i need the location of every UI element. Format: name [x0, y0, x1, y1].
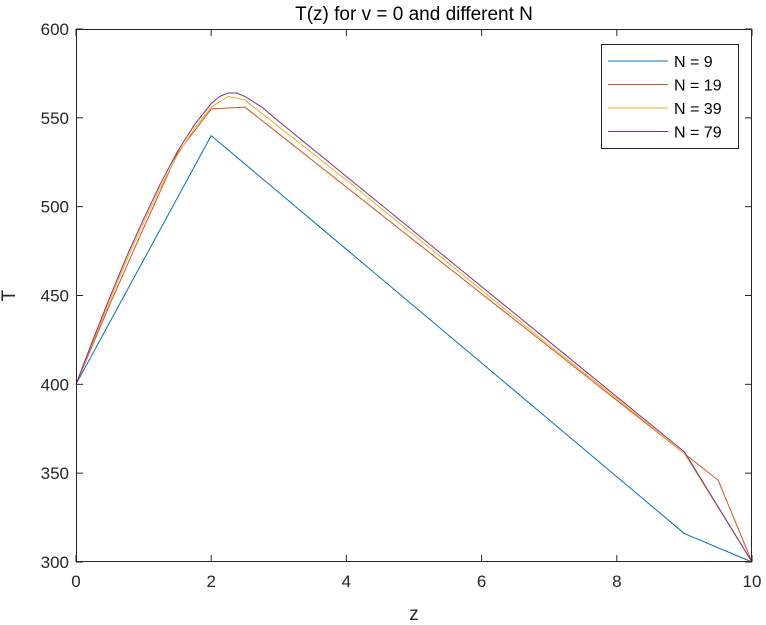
legend-label: N = 19: [674, 78, 722, 95]
x-tick-label: 6: [477, 572, 486, 591]
y-tick-label: 600: [41, 20, 69, 39]
series-line-4: [75, 92, 753, 563]
legend[interactable]: N = 9 N = 19 N = 39 N = 79: [601, 44, 739, 149]
x-tick-label: 4: [342, 572, 351, 591]
x-tick-label: 10: [743, 572, 762, 591]
legend-label: N = 9: [674, 54, 713, 71]
chart-title: T(z) for v = 0 and different N: [295, 4, 533, 25]
legend-label: N = 79: [674, 125, 722, 142]
series-layer: [75, 92, 753, 563]
y-tick-label: 550: [41, 109, 69, 128]
y-tick-label: 400: [41, 375, 69, 394]
x-axis-title: z: [409, 604, 419, 625]
y-tick-label: 350: [41, 464, 69, 483]
series-line-3: [75, 96, 753, 563]
tick-layer: 0 2 4 6 8 10 300 350 400 450 500 550 600: [41, 20, 762, 591]
legend-label: N = 39: [674, 101, 722, 118]
y-axis-title: T: [0, 289, 20, 301]
y-tick-label: 500: [41, 198, 69, 217]
x-tick-label: 8: [612, 572, 621, 591]
y-tick-label: 450: [41, 287, 69, 306]
x-tick-label: 0: [71, 572, 80, 591]
y-tick-label: 300: [41, 553, 69, 572]
series-line-1: [75, 135, 753, 563]
x-tick-label: 2: [206, 572, 215, 591]
